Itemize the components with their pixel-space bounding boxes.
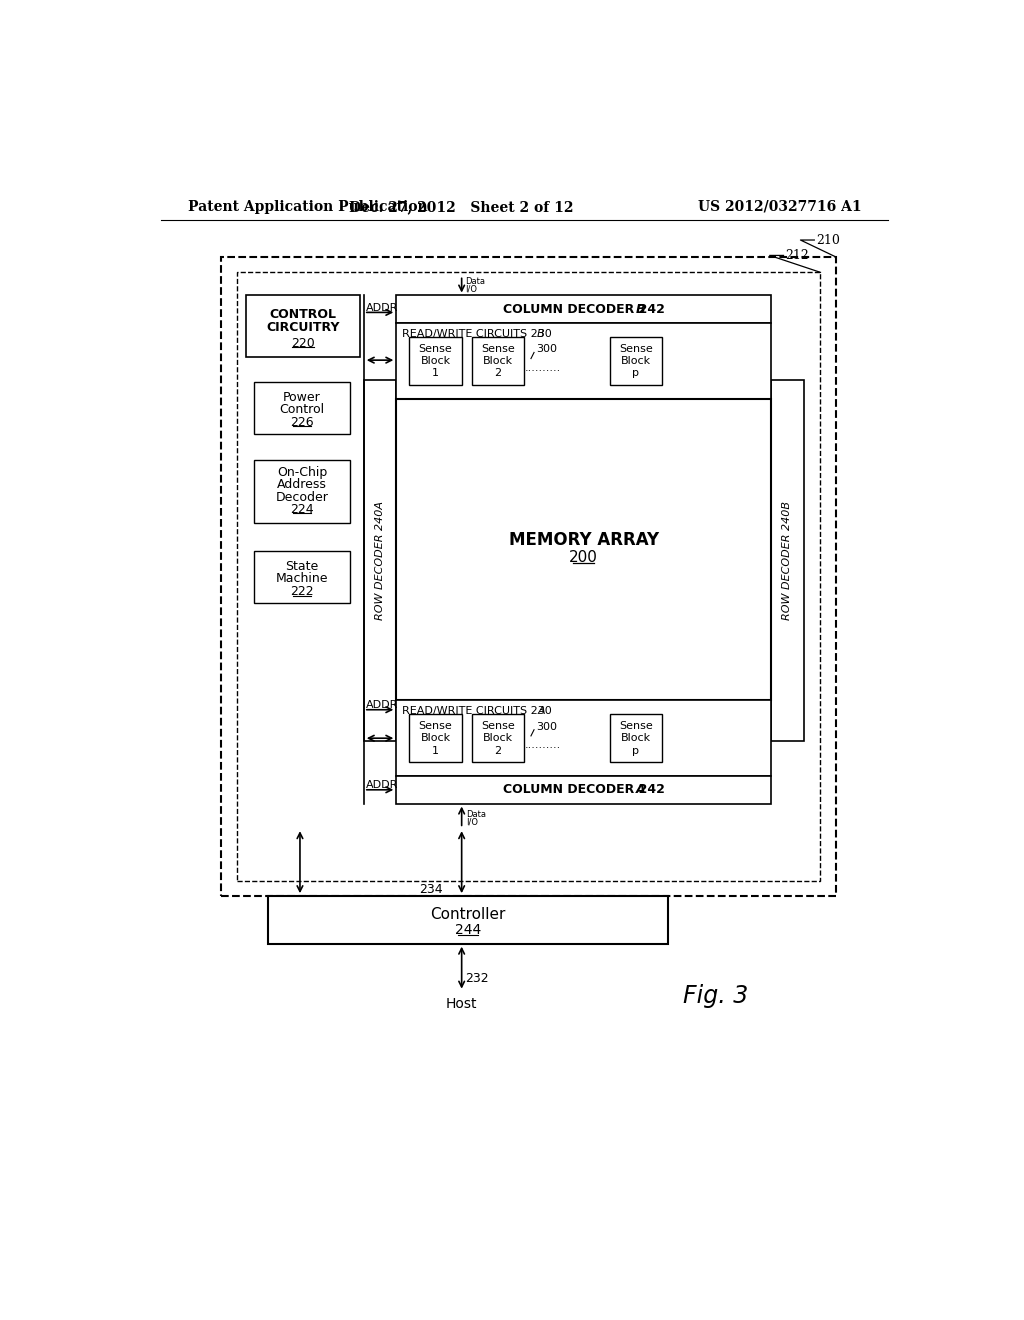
Text: B: B [636, 302, 645, 315]
FancyBboxPatch shape [221, 257, 836, 896]
FancyBboxPatch shape [396, 296, 771, 323]
FancyBboxPatch shape [396, 701, 771, 776]
Text: Dec. 27, 2012   Sheet 2 of 12: Dec. 27, 2012 Sheet 2 of 12 [349, 199, 573, 214]
Text: Block: Block [482, 356, 513, 366]
Text: Sense: Sense [481, 721, 515, 731]
FancyBboxPatch shape [254, 381, 350, 434]
Text: 220: 220 [291, 337, 315, 350]
Text: ..........: .......... [525, 741, 561, 750]
FancyBboxPatch shape [771, 380, 804, 741]
FancyBboxPatch shape [246, 296, 360, 358]
Text: 300: 300 [537, 722, 557, 731]
FancyBboxPatch shape [396, 399, 771, 701]
Text: A: A [636, 783, 646, 796]
Text: 200: 200 [569, 549, 598, 565]
Text: Controller: Controller [430, 907, 506, 923]
FancyBboxPatch shape [609, 714, 662, 762]
Text: 1: 1 [432, 746, 439, 755]
Text: 226: 226 [290, 416, 313, 429]
Text: p: p [632, 746, 639, 755]
Text: Host: Host [445, 997, 477, 1011]
FancyBboxPatch shape [396, 323, 771, 399]
Text: Block: Block [421, 733, 451, 743]
FancyBboxPatch shape [254, 552, 350, 603]
Text: MEMORY ARRAY: MEMORY ARRAY [509, 532, 658, 549]
Text: Fig. 3: Fig. 3 [683, 985, 749, 1008]
Text: On-Chip: On-Chip [276, 466, 327, 479]
Text: Data: Data [466, 810, 486, 818]
Text: 224: 224 [290, 503, 313, 516]
Text: 222: 222 [290, 585, 313, 598]
Text: 2: 2 [495, 746, 502, 755]
Text: ADDR: ADDR [367, 780, 398, 791]
Text: CIRCUITRY: CIRCUITRY [266, 321, 340, 334]
Text: COLUMN DECODER 242: COLUMN DECODER 242 [503, 302, 665, 315]
FancyBboxPatch shape [472, 337, 524, 385]
Text: Address: Address [276, 478, 327, 491]
Text: Block: Block [421, 356, 451, 366]
FancyBboxPatch shape [364, 380, 396, 741]
FancyBboxPatch shape [396, 776, 771, 804]
Text: US 2012/0327716 A1: US 2012/0327716 A1 [698, 199, 862, 214]
Text: Sense: Sense [419, 721, 453, 731]
Text: ADDR: ADDR [367, 700, 398, 710]
Text: p: p [632, 368, 639, 379]
Text: CONTROL: CONTROL [269, 308, 337, 321]
FancyBboxPatch shape [472, 714, 524, 762]
Text: Block: Block [621, 733, 650, 743]
FancyBboxPatch shape [237, 272, 820, 880]
Text: A: A [538, 706, 545, 717]
Text: 2: 2 [495, 368, 502, 379]
FancyBboxPatch shape [254, 461, 350, 524]
Text: 1: 1 [432, 368, 439, 379]
Text: State: State [286, 560, 318, 573]
Text: Data: Data [465, 277, 484, 286]
Text: COLUMN DECODER 242: COLUMN DECODER 242 [503, 783, 665, 796]
Text: Sense: Sense [618, 343, 652, 354]
Text: I/O: I/O [465, 285, 477, 294]
Text: 300: 300 [537, 345, 557, 354]
Text: Sense: Sense [481, 343, 515, 354]
Text: 232: 232 [466, 972, 489, 985]
Text: ROW DECODER 240B: ROW DECODER 240B [782, 500, 793, 620]
Text: Sense: Sense [618, 721, 652, 731]
Text: I/O: I/O [466, 817, 478, 826]
Text: Block: Block [482, 733, 513, 743]
Text: READ/WRITE CIRCUITS 230: READ/WRITE CIRCUITS 230 [402, 706, 552, 717]
Text: B: B [538, 329, 545, 339]
Text: Control: Control [280, 403, 325, 416]
Text: Decoder: Decoder [275, 491, 329, 504]
FancyBboxPatch shape [410, 337, 462, 385]
Text: ..........: .......... [525, 363, 561, 372]
Text: Block: Block [621, 356, 650, 366]
Text: 210: 210 [816, 234, 840, 247]
Text: READ/WRITE CIRCUITS 230: READ/WRITE CIRCUITS 230 [402, 329, 552, 339]
Text: 244: 244 [455, 923, 481, 937]
Text: Sense: Sense [419, 343, 453, 354]
FancyBboxPatch shape [609, 337, 662, 385]
Text: 234: 234 [419, 883, 442, 896]
FancyBboxPatch shape [410, 714, 462, 762]
Text: ADDR: ADDR [367, 302, 398, 313]
Text: 212: 212 [785, 249, 809, 261]
Text: ROW DECODER 240A: ROW DECODER 240A [375, 500, 385, 620]
Text: Power: Power [283, 391, 321, 404]
Text: Machine: Machine [275, 573, 328, 585]
Text: Patent Application Publication: Patent Application Publication [188, 199, 428, 214]
FancyBboxPatch shape [267, 896, 668, 944]
